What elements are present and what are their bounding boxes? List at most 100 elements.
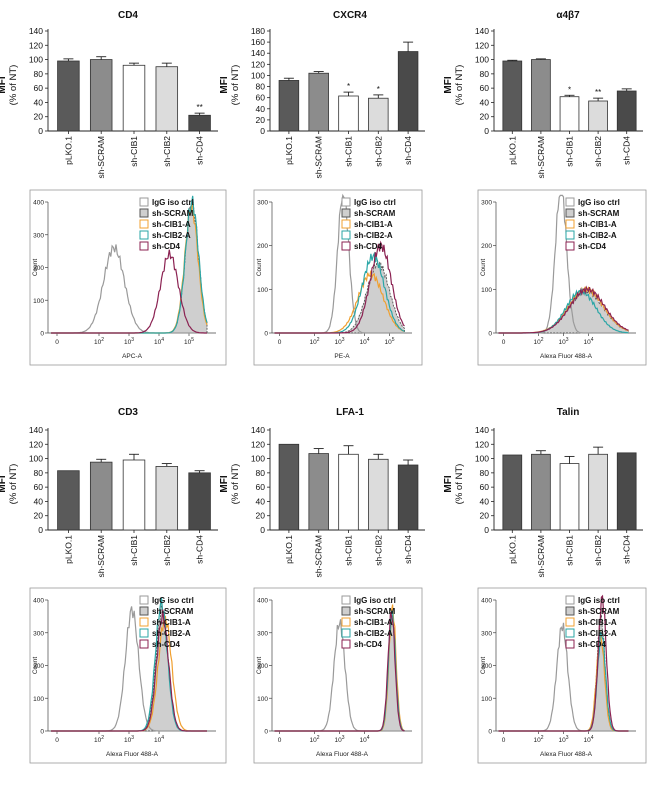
y-tick-label: 0 — [40, 331, 44, 338]
legend-swatch — [341, 219, 351, 229]
y-tick-label: 300 — [33, 630, 44, 637]
legend-swatch — [139, 617, 149, 627]
y-tick-label: 80 — [34, 69, 44, 79]
legend-label: sh-SCRAM — [578, 607, 620, 616]
y-axis-label-unit: (% of NT) — [454, 464, 465, 505]
significance-mark: * — [568, 85, 571, 94]
y-tick-label: 140 — [29, 26, 43, 36]
x-tick-label: 0 — [55, 339, 59, 346]
y-axis-label-mfi: MFI — [443, 475, 454, 492]
legend-swatch — [139, 628, 149, 638]
x-tick-label: 104 — [154, 337, 164, 346]
legend-label: sh-SCRAM — [354, 209, 396, 218]
histogram-2: 0 100 200 300 Count 0 102 103 104 105 PE-A IgG iso … — [253, 189, 423, 366]
x-tick-label: 104 — [359, 337, 369, 346]
x-tick-label: sh-CIB2 — [162, 535, 172, 566]
y-tick-label: 200 — [257, 243, 268, 250]
y-tick-label: 80 — [480, 69, 490, 79]
x-axis-title: Alexa Fluor 488-A — [540, 353, 593, 360]
legend-swatch — [565, 208, 575, 218]
significance-mark: ** — [595, 88, 601, 97]
x-tick-label: sh-CD4 — [195, 136, 205, 165]
x-tick-label: sh-CIB2 — [593, 136, 603, 167]
legend-swatch — [341, 639, 351, 649]
y-tick-label: 80 — [480, 468, 490, 478]
legend-label: sh-CD4 — [354, 640, 383, 649]
y-tick-label: 140 — [475, 425, 489, 435]
y-axis-label-unit: (% of NT) — [8, 464, 19, 505]
curve-sh-cd4 — [498, 285, 629, 334]
legend-swatch — [565, 230, 575, 240]
x-tick-label: sh-CD4 — [403, 136, 413, 165]
y-tick-label: 400 — [33, 598, 44, 605]
bar-sh-cd4 — [188, 472, 211, 531]
legend-label: IgG iso ctrl — [354, 198, 396, 207]
x-tick-label: pLKO.1 — [284, 136, 294, 165]
y-tick-label: 60 — [480, 83, 490, 93]
bar-sh-cd4 — [616, 452, 637, 531]
x-tick-label: 102 — [94, 337, 104, 346]
significance-mark: * — [377, 85, 380, 94]
y-tick-label: 100 — [33, 696, 44, 703]
legend-swatch — [565, 628, 575, 638]
bar-sh-cib2 — [368, 458, 389, 531]
y-axis-label-mfi: MFI — [219, 475, 230, 492]
bar-chart--4-7: α4β7 MFI (% of NT) 0 20 40 60 80 100 120 140 pLKO.1… — [443, 10, 643, 179]
bar-plko-1 — [278, 80, 300, 132]
legend-swatch — [341, 208, 351, 218]
legend-swatch — [341, 617, 351, 627]
legend-label: sh-CD4 — [578, 242, 607, 251]
bar-sh-cd4 — [616, 90, 637, 132]
bar-sh-scram — [308, 453, 329, 531]
y-tick-label: 80 — [256, 468, 266, 478]
chart-title: CD4 — [118, 10, 138, 21]
y-tick-label: 40 — [480, 97, 490, 107]
x-tick-label: pLKO.1 — [284, 535, 294, 564]
y-tick-label: 0 — [38, 126, 43, 136]
y-axis-label-unit: (% of NT) — [454, 65, 465, 106]
x-tick-label: sh-SCRAM — [96, 535, 106, 578]
bar-chart-talin: Talin MFI (% of NT) 0 20 40 60 80 100 120 140 pLKO.… — [443, 407, 643, 578]
x-tick-label: pLKO.1 — [63, 535, 73, 564]
legend-swatch — [565, 639, 575, 649]
legend-label: IgG iso ctrl — [354, 596, 396, 605]
histogram-3: 0 100 200 300 Count 0 102 103 104 Alexa Fluor 488… — [477, 189, 647, 366]
y-tick-label: 20 — [256, 511, 266, 521]
y-tick-label: 60 — [34, 482, 44, 492]
y-tick-label: 0 — [484, 525, 489, 535]
y-tick-label: 0 — [260, 126, 265, 136]
y-tick-label: 60 — [256, 482, 266, 492]
legend-swatch — [341, 606, 351, 616]
x-tick-label: sh-CD4 — [622, 535, 632, 564]
bar-sh-cib2 — [588, 100, 608, 132]
bar-sh-scram — [308, 72, 329, 132]
bar-chart-lfa-1: LFA-1 MFI (% of NT) 0 20 40 60 80 100 120 140 pLKO.… — [219, 407, 425, 578]
legend-label: sh-CIB1-A — [354, 220, 393, 229]
x-tick-label: sh-CIB1 — [344, 535, 354, 566]
y-tick-label: 40 — [256, 104, 266, 114]
x-tick-label: sh-CIB1 — [129, 136, 139, 167]
x-tick-label: 104 — [359, 735, 369, 744]
legend-label: sh-CIB1-A — [578, 618, 617, 627]
y-tick-label: 100 — [481, 696, 492, 703]
y-tick-label: 120 — [251, 59, 265, 69]
y-tick-label: 300 — [33, 232, 44, 239]
legend-label: sh-CIB1-A — [152, 618, 191, 627]
legend-label: sh-SCRAM — [152, 209, 194, 218]
y-tick-label: 120 — [475, 40, 489, 50]
x-tick-label: 0 — [55, 737, 59, 744]
y-axis-title: Count — [32, 657, 39, 675]
y-tick-label: 120 — [29, 40, 43, 50]
y-tick-label: 20 — [480, 511, 490, 521]
y-tick-label: 400 — [257, 598, 268, 605]
x-tick-label: 0 — [502, 737, 506, 744]
legend-swatch — [565, 241, 575, 251]
histogram-5: 0 100 200 300 400 Count 0 102 103 104 Alexa Fluor … — [253, 587, 423, 764]
y-tick-label: 0 — [38, 525, 43, 535]
legend-swatch — [341, 241, 351, 251]
y-tick-label: 80 — [256, 82, 266, 92]
bar-plko-1 — [502, 454, 523, 531]
legend-swatch — [565, 595, 575, 605]
y-tick-label: 140 — [475, 26, 489, 36]
x-tick-label: 103 — [558, 337, 568, 346]
